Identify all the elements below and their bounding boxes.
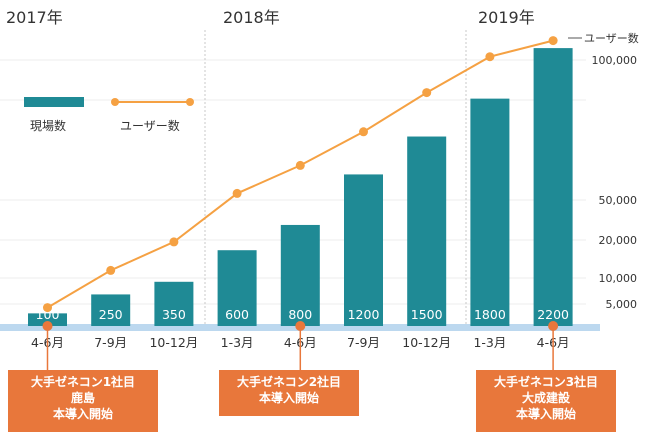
user-point-1 [106, 265, 116, 275]
bar-value-label-0: 100 [36, 307, 60, 322]
bar-value-label-1: 250 [99, 307, 123, 322]
callout-text-2-0: 大手ゼネコン3社目 [494, 374, 598, 389]
category-label-1: 7-9月 [94, 335, 127, 350]
bar-4 [280, 224, 320, 326]
callout-text-0-2: 本導入開始 [53, 406, 113, 421]
user-point-6 [422, 88, 432, 98]
category-label-6: 10-12月 [402, 335, 451, 350]
legend-line-marker-left [111, 98, 119, 106]
axis-tick-label-1: 50,000 [599, 194, 638, 207]
bar-6 [407, 136, 447, 326]
legend-line-marker-right [186, 98, 194, 106]
bar-value-label-2: 350 [162, 307, 186, 322]
bar-2 [154, 281, 194, 326]
bar-7 [470, 98, 510, 326]
axis-title: ユーザー数 [584, 32, 639, 45]
bar-5 [344, 174, 383, 326]
legend-bar-label: 現場数 [30, 118, 66, 133]
bar-value-label-7: 1800 [474, 307, 506, 322]
bar-value-label-4: 800 [288, 307, 312, 322]
callout-box-2 [476, 370, 616, 432]
bar-8 [533, 48, 573, 327]
bar-1 [91, 294, 131, 326]
bar-value-label-3: 600 [225, 307, 249, 322]
bar-value-label-5: 1200 [348, 307, 380, 322]
right-axis: 100,000 50,000 20,000 10,000 5,000 ユーザー数 [568, 32, 639, 311]
callout-text-2-1: 大成建設 [522, 390, 571, 405]
year-labels: 2017年 2018年 2019年 [6, 8, 535, 27]
bar-0 [28, 313, 67, 326]
bar-value-label-8: 2200 [537, 307, 569, 322]
axis-tick-label-2: 20,000 [599, 234, 638, 247]
callout-box-1 [219, 370, 359, 416]
category-label-7: 1-3月 [473, 335, 506, 350]
user-point-0 [43, 303, 52, 313]
user-point-2 [169, 237, 179, 247]
category-label-3: 1-3月 [221, 335, 254, 350]
user-point-7 [485, 52, 495, 62]
callout-text-1-1: 本導入開始 [259, 390, 319, 405]
bar-3 [217, 250, 257, 326]
callout-text-1-0: 大手ゼネコン2社目 [237, 374, 341, 389]
category-label-2: 10-12月 [149, 335, 198, 350]
callout-text-0-1: 鹿島 [71, 390, 95, 405]
callout-box-0 [8, 370, 158, 432]
annotations: 大手ゼネコン1社目鹿島本導入開始大手ゼネコン2社目本導入開始大手ゼネコン3社目大… [8, 321, 616, 432]
bar-value-label-6: 1500 [411, 307, 443, 322]
callout-text-2-2: 本導入開始 [516, 406, 576, 421]
user-point-8 [548, 36, 558, 46]
legend-line-label: ユーザー数 [120, 118, 180, 133]
legend-bar-swatch [24, 97, 84, 107]
callout-dot-2 [548, 321, 559, 331]
callout-text-0-0: 大手ゼネコン1社目 [31, 374, 135, 389]
year-label-2: 2019年 [478, 8, 535, 27]
legend: 現場数 ユーザー数 [24, 97, 194, 133]
category-label-5: 7-9月 [347, 335, 380, 350]
user-point-3 [232, 188, 242, 198]
user-point-4 [295, 160, 305, 170]
axis-tick-label-3: 10,000 [599, 272, 638, 285]
year-label-0: 2017年 [6, 8, 63, 27]
callout-dot-0 [42, 321, 53, 331]
user-point-5 [359, 127, 368, 137]
bar-series: 100 250 350 600 800 1200 1500 1800 2200 [28, 48, 573, 327]
year-label-1: 2018年 [223, 8, 280, 27]
callout-dot-1 [295, 321, 306, 331]
axis-tick-label-0: 100,000 [592, 54, 638, 67]
axis-tick-label-4: 5,000 [606, 298, 638, 311]
line-series [43, 36, 558, 313]
